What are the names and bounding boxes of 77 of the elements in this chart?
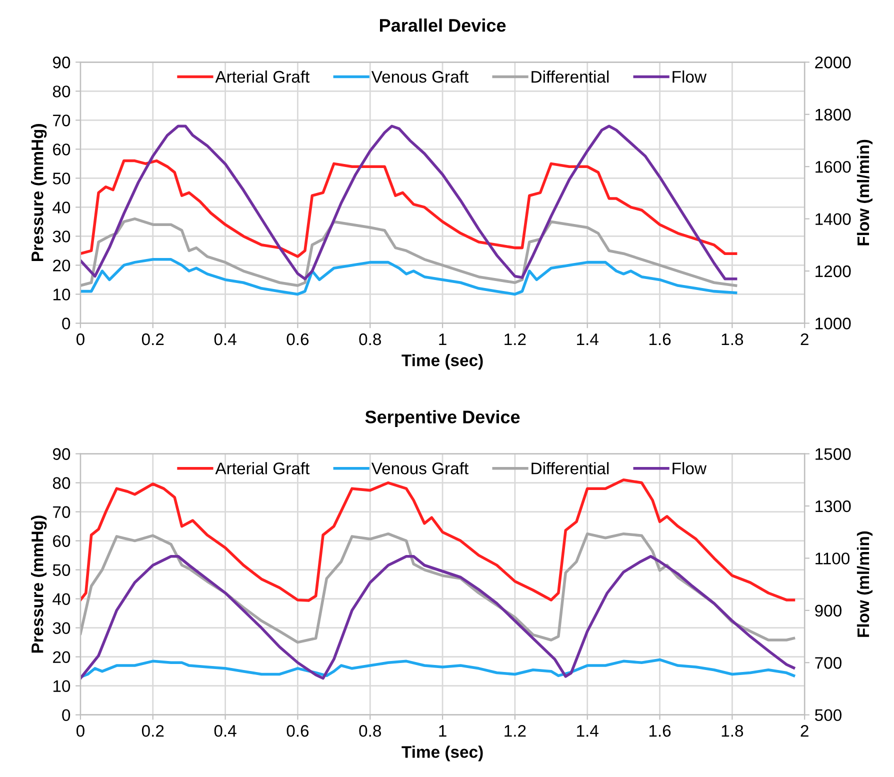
- y2-tick-label: 1300: [816, 500, 851, 512]
- x-tick-label: 1.4: [577, 725, 598, 737]
- y2-tick-label: 1200: [816, 265, 851, 278]
- y-tick-label: 40: [52, 593, 70, 606]
- x-tick-label: 0.8: [359, 333, 381, 346]
- legend-label: Flow: [672, 462, 707, 474]
- y2-tick-label: 700: [815, 657, 842, 669]
- x-tick-label: 0: [76, 725, 84, 737]
- y-tick-label: 50: [52, 564, 70, 576]
- y-tick-label: 0: [62, 318, 70, 330]
- x-tick-label: 1.2: [504, 725, 526, 737]
- y-tick-label: 20: [53, 260, 70, 272]
- y-tick-label: 10: [53, 288, 70, 300]
- y-tick-label: 30: [52, 622, 70, 634]
- y2-axis-title: Flow (ml/min): [856, 140, 872, 246]
- y2-axis-title: Flow (ml/min): [856, 531, 872, 637]
- x-tick-label: 1.2: [504, 333, 526, 346]
- y-tick-label: 40: [52, 202, 70, 214]
- y-tick-label: 80: [52, 86, 70, 98]
- legend-label: Arterial Graft: [215, 462, 310, 474]
- line-series: [80, 478, 796, 602]
- y-tick-label: 90: [52, 448, 70, 460]
- x-tick-label: 0.2: [142, 725, 164, 737]
- y-tick-label: 70: [53, 114, 70, 126]
- y-axis-title: Pressure (mmHg): [31, 124, 47, 262]
- x-axis-title: Time (sec): [402, 354, 483, 370]
- legend-label: Differential: [532, 70, 609, 83]
- x-tick-label: 2: [800, 333, 808, 346]
- legend-label: Venous Graft: [371, 70, 469, 83]
- legend-label: Arterial Graft: [215, 70, 310, 83]
- x-tick-label: 1.6: [649, 333, 671, 346]
- y-tick-label: 10: [53, 680, 70, 692]
- y-tick-label: 80: [52, 477, 70, 489]
- chart-title: Parallel Device: [380, 18, 506, 32]
- x-tick-label: 0.4: [214, 725, 236, 737]
- legend-label: Flow: [672, 70, 707, 83]
- line-series: [80, 258, 738, 296]
- x-tick-label: 0: [76, 333, 84, 346]
- line-series: [80, 658, 796, 679]
- x-tick-label: 1.4: [577, 334, 598, 346]
- line-series: [80, 124, 738, 280]
- y-tick-label: 50: [52, 172, 70, 184]
- y-tick-label: 90: [52, 56, 70, 68]
- chart-title: Serpentive Device: [365, 410, 520, 427]
- y2-tick-label: 1600: [816, 160, 851, 173]
- y2-tick-label: 900: [815, 604, 842, 617]
- y2-tick-label: 1100: [816, 552, 850, 564]
- y2-tick-label: 1800: [816, 108, 851, 121]
- x-tick-label: 0.2: [142, 333, 164, 346]
- y2-tick-label: 1500: [816, 448, 851, 460]
- line-series: [80, 159, 738, 258]
- y2-tick-label: 1000: [816, 318, 851, 330]
- y2-tick-label: 500: [814, 709, 842, 722]
- x-tick-label: 0.6: [286, 725, 309, 737]
- y-tick-label: 60: [53, 535, 70, 547]
- x-tick-label: 0.8: [359, 725, 381, 737]
- y-tick-label: 30: [52, 230, 70, 242]
- x-tick-label: 1: [439, 334, 446, 346]
- x-tick-label: 2: [800, 725, 808, 737]
- x-tick-label: 0.4: [214, 333, 236, 346]
- legend-label: Differential: [532, 462, 609, 474]
- line-series: [80, 554, 796, 680]
- y-tick-label: 70: [53, 506, 70, 518]
- x-tick-label: 1.8: [722, 333, 744, 346]
- y-tick-label: 20: [53, 651, 70, 664]
- x-tick-label: 0.6: [286, 333, 309, 346]
- legend-label: Venous Graft: [371, 462, 469, 474]
- x-tick-label: 1.8: [722, 725, 744, 737]
- y2-tick-label: 2000: [815, 56, 851, 68]
- x-axis-title: Time (sec): [402, 746, 483, 762]
- y-tick-label: 0: [62, 709, 70, 722]
- y-axis-title: Pressure (mmHg): [31, 516, 47, 653]
- line-series: [80, 217, 738, 287]
- x-tick-label: 1: [439, 725, 446, 737]
- y2-tick-label: 1400: [816, 213, 851, 226]
- x-tick-label: 1.6: [649, 725, 671, 737]
- y-tick-label: 60: [53, 144, 70, 156]
